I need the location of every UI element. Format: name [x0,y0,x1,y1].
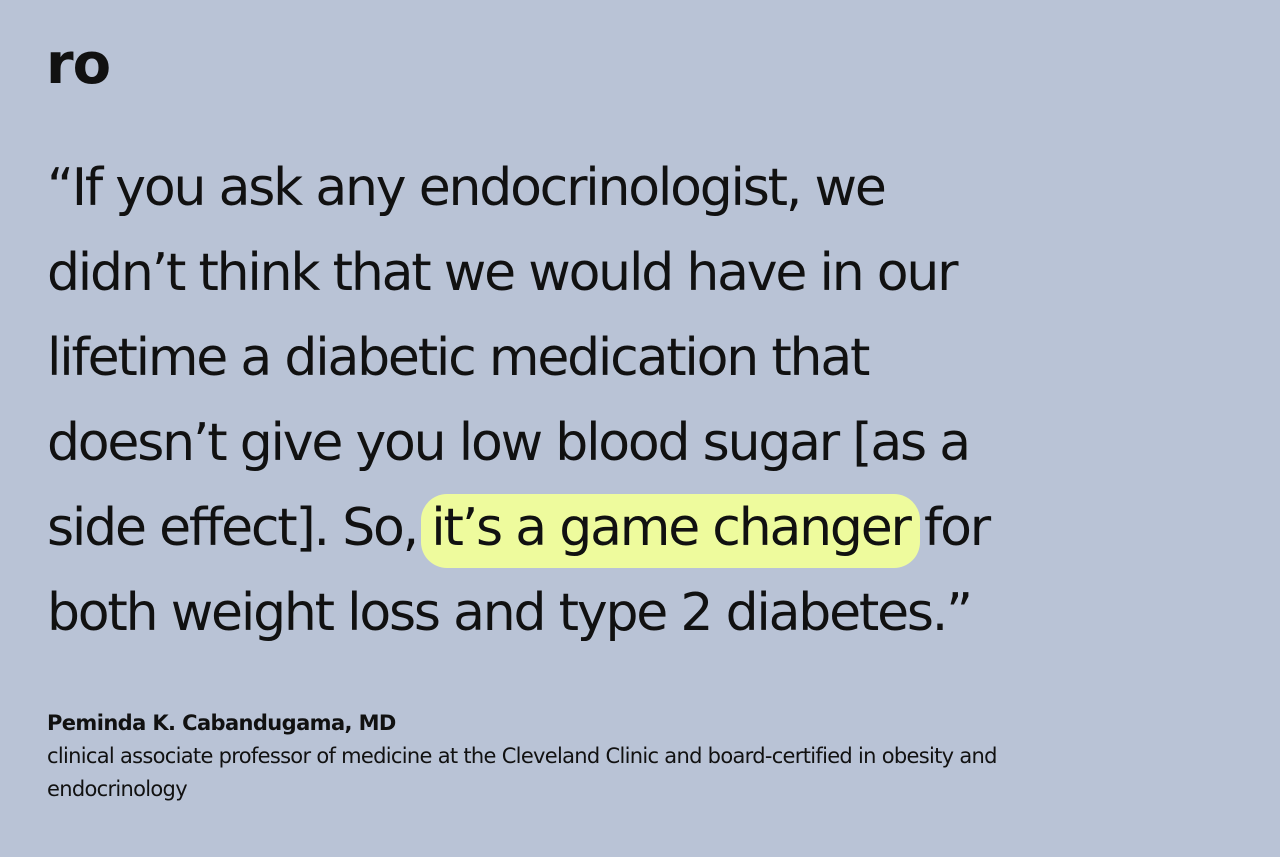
quote: “If you ask any endocrinologist, we didn… [47,146,1227,656]
quote-text: side effect]. So, [47,498,432,558]
highlight: it’s a game changer [421,494,920,568]
quote-line: didn’t think that we would have in our [47,243,959,303]
author-name: Peminda K. Cabandugama, MD [47,711,396,735]
quote-line: doesn’t give you low blood sugar [as a [47,413,971,473]
quote-text: for [909,498,991,558]
author-description: clinical associate professor of medicine… [47,744,997,801]
quote-line: side effect]. So, it’s a game changer fo… [47,486,1227,571]
logo: ro [46,32,111,97]
quote-line: “If you ask any endocrinologist, we [47,158,887,218]
quote-line: lifetime a diabetic medication that [47,328,870,388]
quote-line: both weight loss and type 2 diabetes.” [47,583,973,643]
